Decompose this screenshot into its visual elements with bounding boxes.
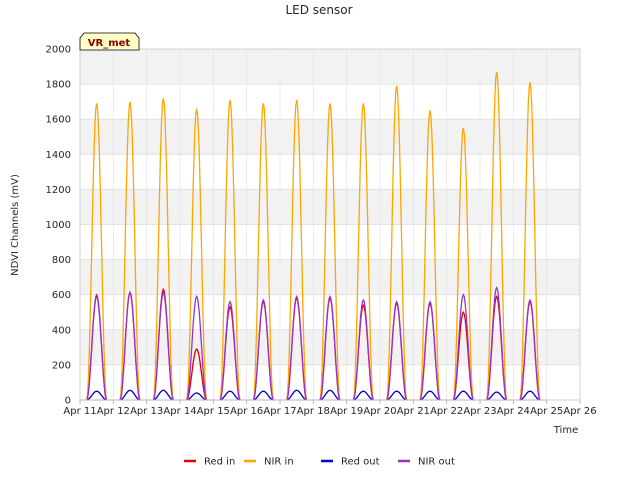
daily-peak-line bbox=[152, 97, 174, 401]
daily-peak-line bbox=[286, 389, 307, 401]
grid-band bbox=[80, 49, 580, 85]
x-tick-label: Apr 17 bbox=[263, 406, 296, 417]
daily-peak-line bbox=[286, 99, 308, 401]
daily-peak-line bbox=[519, 390, 541, 401]
daily-peak-line bbox=[186, 392, 207, 401]
daily-peak-line bbox=[186, 348, 208, 401]
annotation-badge: VR_met bbox=[79, 32, 140, 51]
legend-label: Red in bbox=[204, 457, 235, 468]
x-tick-label: Apr 21 bbox=[397, 406, 430, 417]
daily-peak-line bbox=[119, 101, 141, 401]
daily-peak-line bbox=[186, 295, 208, 401]
daily-peak-line bbox=[252, 103, 274, 401]
daily-peak-line bbox=[319, 294, 341, 401]
x-tick-label: Apr 16 bbox=[230, 406, 263, 417]
daily-peak-line bbox=[219, 99, 241, 401]
daily-peak-line bbox=[519, 298, 541, 401]
daily-peak-line bbox=[153, 389, 174, 401]
x-tick-label: Apr 22 bbox=[430, 406, 463, 417]
x-tick-label: Apr 11 bbox=[63, 406, 96, 417]
legend-entry: NIR out bbox=[398, 457, 455, 468]
daily-peak-line bbox=[286, 295, 308, 401]
x-axis-label: Time bbox=[553, 425, 578, 436]
daily-peak-line bbox=[352, 103, 374, 401]
daily-peak-line bbox=[386, 85, 408, 401]
x-tick-label: Apr 12 bbox=[97, 406, 130, 417]
daily-peak-line bbox=[319, 103, 341, 401]
daily-peak-line bbox=[219, 300, 241, 401]
daily-peak-line bbox=[119, 389, 141, 401]
y-tick-label: 1400 bbox=[46, 150, 71, 161]
daily-peak-line bbox=[319, 389, 341, 401]
x-tick-label: Apr 20 bbox=[363, 406, 396, 417]
chart-title: LED sensor bbox=[285, 3, 352, 17]
x-tick-label: Apr 15 bbox=[197, 406, 230, 417]
annotation-text: VR_met bbox=[88, 38, 131, 49]
x-tick-label: Apr 24 bbox=[497, 406, 530, 417]
x-tick-label: Apr 14 bbox=[163, 406, 196, 417]
x-tick-label: Apr 23 bbox=[463, 406, 496, 417]
daily-peak-line bbox=[352, 298, 374, 401]
y-tick-label: 1600 bbox=[46, 115, 71, 126]
grid-band bbox=[80, 119, 580, 155]
y-tick-label: 1200 bbox=[46, 185, 71, 196]
legend-entry: NIR in bbox=[244, 457, 294, 468]
x-tick-label: Apr 19 bbox=[330, 406, 363, 417]
y-tick-label: 0 bbox=[65, 396, 71, 407]
y-tick-label: 600 bbox=[52, 290, 71, 301]
daily-peak-line bbox=[252, 298, 274, 401]
y-tick-label: 200 bbox=[52, 360, 71, 371]
legend-label: NIR in bbox=[264, 457, 294, 468]
legend-label: NIR out bbox=[418, 457, 455, 468]
daily-peak-line bbox=[452, 293, 474, 401]
x-tick-label: Apr 25 bbox=[530, 406, 563, 417]
daily-peak-line bbox=[419, 390, 441, 401]
daily-peak-line bbox=[152, 291, 174, 401]
daily-peak-line bbox=[419, 110, 441, 401]
y-tick-label: 400 bbox=[52, 325, 71, 336]
daily-peak-line bbox=[386, 300, 408, 401]
daily-peak-line bbox=[86, 293, 108, 401]
daily-peak-line bbox=[486, 71, 508, 401]
legend-entry: Red in bbox=[184, 457, 235, 468]
x-tick-label: Apr 26 bbox=[563, 406, 596, 417]
legend-entry: Red out bbox=[321, 457, 380, 468]
daily-peak-line bbox=[353, 390, 374, 401]
daily-peak-line bbox=[486, 391, 507, 401]
y-tick-label: 1800 bbox=[46, 80, 71, 91]
daily-peak-line bbox=[253, 390, 274, 401]
daily-peak-line bbox=[419, 300, 441, 401]
daily-peak-line bbox=[86, 103, 108, 401]
daily-peak-line bbox=[86, 390, 107, 401]
y-tick-label: 2000 bbox=[46, 45, 71, 56]
daily-peak-line bbox=[453, 390, 474, 401]
grid-band bbox=[80, 259, 580, 295]
x-tick-label: Apr 18 bbox=[297, 406, 330, 417]
daily-peak-line bbox=[486, 286, 508, 401]
daily-peak-line bbox=[119, 290, 141, 401]
daily-peak-line bbox=[519, 82, 541, 401]
grid-band bbox=[80, 329, 580, 365]
y-axis-label: NDVI Channels (mV) bbox=[10, 174, 21, 276]
legend-label: Red out bbox=[341, 457, 380, 468]
daily-peak-line bbox=[186, 108, 208, 401]
daily-peak-line bbox=[219, 390, 241, 401]
daily-peak-line bbox=[452, 127, 474, 401]
x-tick-label: Apr 13 bbox=[130, 406, 163, 417]
daily-peak-line bbox=[386, 390, 407, 401]
y-tick-label: 1000 bbox=[46, 220, 71, 231]
plot-frame bbox=[79, 48, 581, 401]
grid-band bbox=[80, 189, 580, 225]
y-tick-label: 800 bbox=[52, 255, 71, 266]
